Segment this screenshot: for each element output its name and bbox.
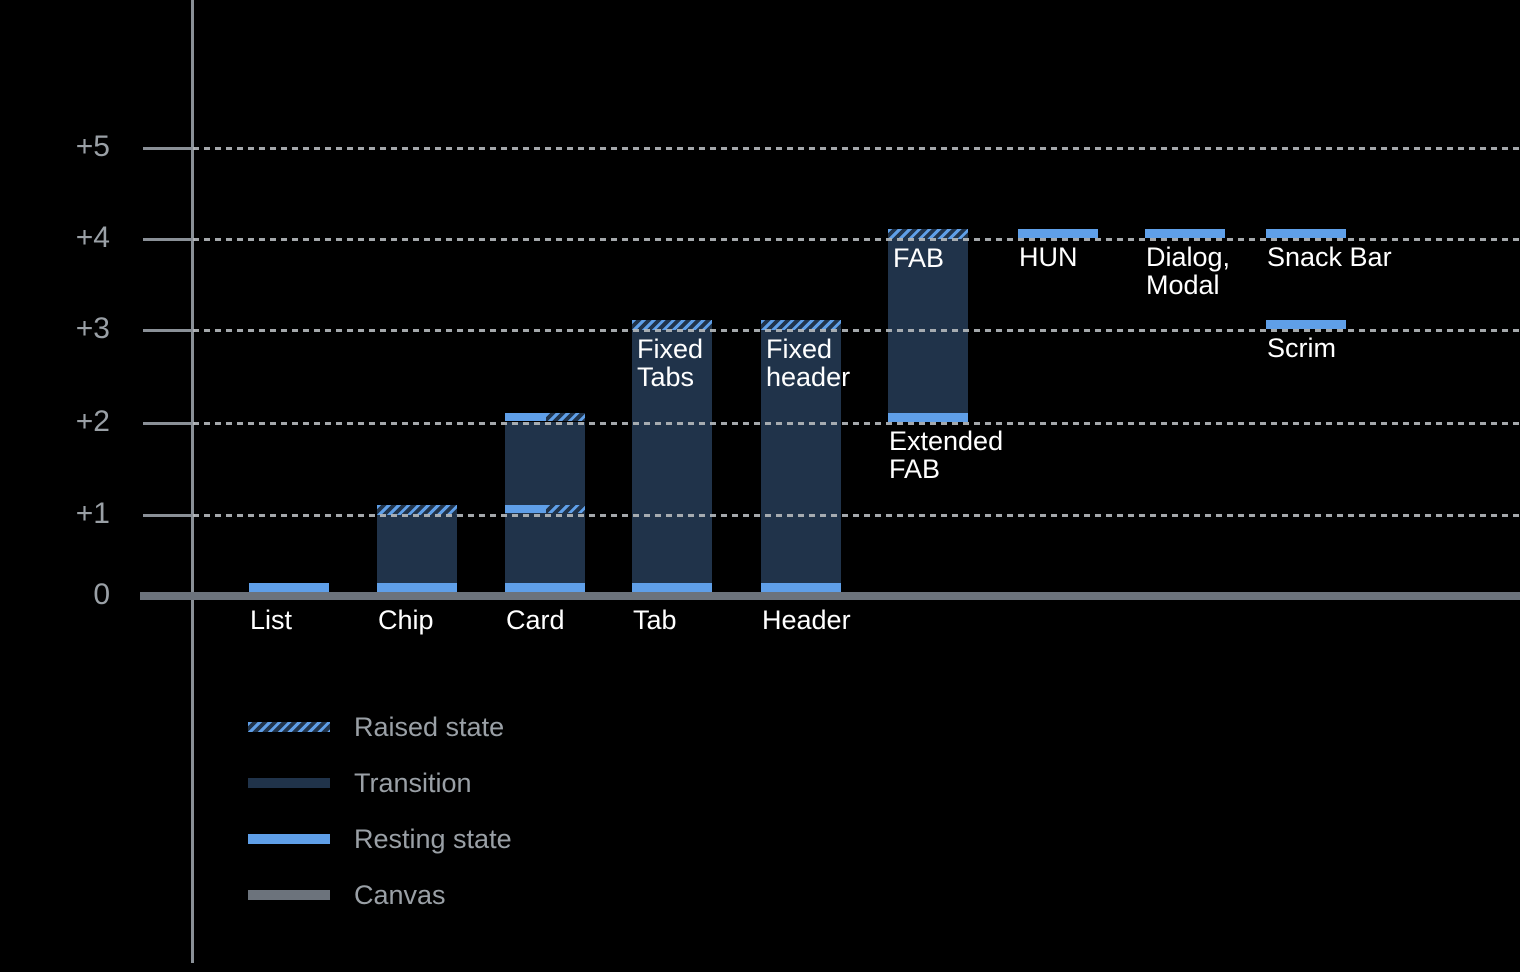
resting-segment <box>1018 229 1098 238</box>
legend-swatch-resting-state <box>248 834 330 844</box>
raised-segment <box>546 505 585 513</box>
y-axis-line <box>191 0 194 963</box>
gridline-5 <box>193 147 1520 150</box>
canvas-baseline <box>140 592 1520 600</box>
float-label: Scrim <box>1267 333 1336 363</box>
legend-label: Transition <box>354 768 472 798</box>
legend-label: Raised state <box>354 712 505 742</box>
bar-label: Card <box>506 605 565 635</box>
gridline-4 <box>193 238 1520 241</box>
y-axis-label-0: 0 <box>93 578 110 611</box>
y-axis-label-3: +3 <box>75 312 110 345</box>
bar-label: Chip <box>378 605 434 635</box>
tick-5 <box>143 147 195 150</box>
bar-label: Tab <box>633 605 677 635</box>
tick-4 <box>143 238 195 241</box>
tick-2 <box>143 422 195 425</box>
transition-segment <box>377 514 457 583</box>
float-label: Snack Bar <box>1267 242 1392 272</box>
float-label: Dialog, Modal <box>1146 242 1231 300</box>
resting-segment <box>888 413 968 422</box>
y-axis-label-1: +1 <box>75 497 110 530</box>
resting-segment <box>505 583 585 592</box>
resting-segment <box>632 583 712 592</box>
resting-segment <box>1145 229 1225 238</box>
transition-segment <box>632 329 712 583</box>
y-axis-label-2: +2 <box>75 405 110 438</box>
float-label: HUN <box>1019 242 1078 272</box>
gridline-2 <box>193 422 1520 425</box>
bar-label: List <box>250 605 293 635</box>
transition-segment <box>761 329 841 583</box>
resting-segment <box>1266 320 1346 329</box>
raised-segment <box>888 229 968 239</box>
inner-label: Fixed header <box>766 334 851 392</box>
raised-segment <box>377 505 457 515</box>
legend-swatch-canvas <box>248 890 330 900</box>
transition-segment <box>888 238 968 413</box>
resting-segment <box>505 505 546 513</box>
gridline-3 <box>193 329 1520 332</box>
inner-label: FAB <box>893 243 945 273</box>
legend-swatch-transition <box>248 778 330 788</box>
inner-label: Fixed Tabs <box>637 334 704 392</box>
bar-label: Header <box>762 605 851 635</box>
legend-label: Resting state <box>354 824 512 854</box>
y-axis-label-5: +5 <box>75 130 110 163</box>
gridline-1 <box>193 514 1520 517</box>
resting-segment <box>249 583 329 592</box>
raised-segment <box>761 320 841 330</box>
legend-swatch-raised-state <box>248 722 330 732</box>
raised-segment <box>632 320 712 330</box>
tick-1 <box>143 514 195 517</box>
resting-segment <box>761 583 841 592</box>
resting-segment <box>505 413 546 421</box>
legend-label: Canvas <box>354 880 446 910</box>
y-axis-label-4: +4 <box>75 221 110 254</box>
float-label: Extended FAB <box>889 426 1004 484</box>
tick-3 <box>143 329 195 332</box>
transition-segment <box>505 422 585 583</box>
raised-segment <box>546 413 585 421</box>
resting-segment <box>377 583 457 592</box>
resting-segment <box>1266 229 1346 238</box>
